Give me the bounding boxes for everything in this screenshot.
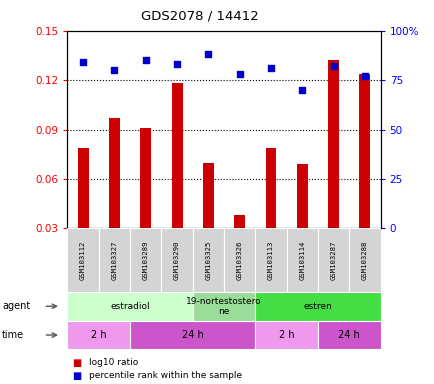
- Bar: [171, 83, 182, 228]
- Text: ■: ■: [72, 358, 81, 368]
- Point: [204, 51, 211, 58]
- Bar: [77, 148, 89, 228]
- Text: log10 ratio: log10 ratio: [89, 358, 138, 367]
- Bar: [67, 228, 99, 292]
- Text: GSM103114: GSM103114: [299, 240, 305, 280]
- Text: GSM103113: GSM103113: [267, 240, 273, 280]
- Text: 2 h: 2 h: [278, 330, 294, 340]
- Text: GSM103112: GSM103112: [80, 240, 86, 280]
- Bar: [265, 148, 276, 228]
- Point: [361, 73, 368, 79]
- Bar: [358, 74, 370, 228]
- Text: time: time: [2, 330, 24, 340]
- Text: percentile rank within the sample: percentile rank within the sample: [89, 371, 242, 380]
- Point: [173, 61, 180, 68]
- Text: GSM103289: GSM103289: [142, 240, 148, 280]
- Point: [267, 65, 274, 71]
- Text: 24 h: 24 h: [338, 330, 359, 340]
- Bar: [140, 128, 151, 228]
- Bar: [255, 292, 380, 321]
- Text: 24 h: 24 h: [181, 330, 203, 340]
- Bar: [233, 215, 245, 228]
- Point: [142, 57, 149, 63]
- Point: [298, 87, 305, 93]
- Bar: [192, 292, 255, 321]
- Bar: [192, 228, 224, 292]
- Text: estren: estren: [303, 302, 332, 311]
- Bar: [317, 228, 349, 292]
- Bar: [108, 118, 120, 228]
- Bar: [130, 228, 161, 292]
- Text: GSM103290: GSM103290: [174, 240, 180, 280]
- Text: GSM103326: GSM103326: [236, 240, 242, 280]
- Point: [329, 63, 336, 70]
- Bar: [255, 228, 286, 292]
- Text: GSM103327: GSM103327: [111, 240, 117, 280]
- Text: GSM103325: GSM103325: [205, 240, 211, 280]
- Text: 2 h: 2 h: [91, 330, 106, 340]
- Point: [111, 67, 118, 73]
- Bar: [327, 60, 339, 228]
- Text: GDS2078 / 14412: GDS2078 / 14412: [141, 10, 258, 23]
- Point: [79, 59, 86, 65]
- Bar: [161, 228, 192, 292]
- Bar: [202, 162, 214, 228]
- Text: ■: ■: [72, 371, 81, 381]
- Bar: [255, 321, 317, 349]
- Text: GSM103287: GSM103287: [330, 240, 336, 280]
- Bar: [296, 164, 307, 228]
- Bar: [99, 228, 130, 292]
- Text: 19-nortestostero
ne: 19-nortestostero ne: [186, 296, 261, 316]
- Bar: [67, 321, 130, 349]
- Bar: [317, 321, 380, 349]
- Text: agent: agent: [2, 301, 30, 311]
- Bar: [224, 228, 255, 292]
- Bar: [130, 321, 255, 349]
- Text: GSM103288: GSM103288: [361, 240, 367, 280]
- Point: [236, 71, 243, 77]
- Bar: [67, 292, 192, 321]
- Bar: [349, 228, 380, 292]
- Text: estradiol: estradiol: [110, 302, 150, 311]
- Bar: [286, 228, 317, 292]
